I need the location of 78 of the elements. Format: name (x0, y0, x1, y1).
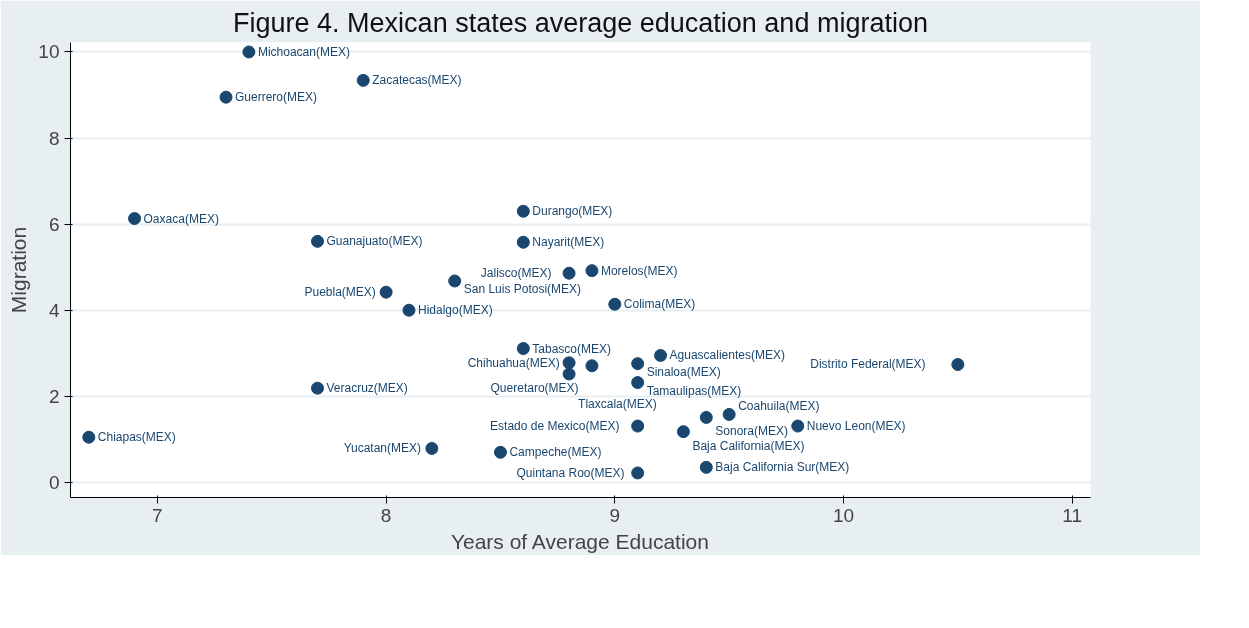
y-tick-label: 6 (48, 213, 60, 235)
point (631, 419, 645, 433)
point (951, 358, 965, 371)
annotation: Quintana Roo(MEX) (516, 465, 625, 480)
point (585, 359, 599, 373)
point (608, 297, 622, 311)
annotation: Nuevo Leon(MEX) (806, 419, 906, 434)
point (562, 356, 576, 370)
point (516, 235, 530, 249)
annotation: Aguascalientes(MEX) (669, 348, 785, 363)
point (722, 407, 736, 421)
point (425, 441, 439, 455)
annotation: Sinaloa(MEX) (646, 364, 721, 379)
annotation: Yucatan(MEX) (343, 441, 422, 456)
annotation: Sonora(MEX) (715, 424, 788, 439)
point (676, 425, 690, 439)
point (311, 234, 324, 248)
annotation: Guanajuato(MEX) (326, 234, 423, 249)
y-axis-title: Migration (7, 226, 31, 314)
y-tick-label: 8 (48, 127, 60, 149)
annotation: Coahuila(MEX) (738, 399, 820, 414)
point (699, 410, 713, 424)
x-tick-label: 11 (1062, 504, 1083, 526)
annotation: Baja California(MEX) (692, 438, 805, 453)
point (448, 274, 462, 288)
x-tick-label: 9 (609, 504, 621, 526)
annotation: Baja California Sur(MEX) (715, 460, 850, 475)
point (562, 266, 576, 280)
annotation: Oaxaca(MEX) (143, 211, 219, 226)
point (219, 90, 233, 104)
point (516, 204, 530, 218)
annotation: Hidalgo(MEX) (417, 303, 493, 318)
point (631, 466, 645, 480)
annotation: Guerrero(MEX) (235, 90, 318, 105)
annotation: San Luis Potosi(MEX) (463, 281, 582, 296)
y-tick-label: 4 (48, 299, 60, 321)
y-tick-label: 0 (48, 471, 60, 493)
x-tick-label: 8 (380, 504, 392, 526)
annotation: Campeche(MEX) (509, 445, 602, 460)
point (585, 264, 599, 278)
annotation: Estado de Mexico(MEX) (490, 419, 620, 434)
annotation: Zacatecas(MEX) (372, 73, 462, 88)
annotation: Tabasco(MEX) (532, 341, 612, 356)
point (699, 460, 713, 474)
y-tick-label: 2 (48, 385, 60, 407)
y-tick-label: 10 (38, 41, 60, 63)
annotation: Michoacan(MEX) (257, 44, 350, 59)
point (82, 430, 96, 444)
annotation: Tlaxcala(MEX) (578, 396, 657, 411)
annotation: Distrito Federal(MEX) (810, 357, 926, 372)
x-tick-label: 7 (152, 504, 163, 526)
point (311, 381, 324, 395)
point (242, 45, 256, 59)
point (356, 73, 370, 87)
point (402, 303, 416, 317)
annotation: Durango(MEX) (532, 204, 613, 219)
point (654, 348, 668, 362)
annotation: Colima(MEX) (623, 297, 696, 312)
point (631, 357, 645, 371)
annotation: Chiapas(MEX) (97, 430, 176, 445)
annotation: Veracruz(MEX) (326, 381, 408, 396)
annotation: Morelos(MEX) (600, 263, 678, 278)
annotation: Jalisco(MEX) (480, 266, 552, 281)
x-axis-title: Years of Average Education (450, 529, 709, 553)
x-tick-label: 10 (832, 504, 855, 526)
annotation: Chihuahua(MEX) (467, 355, 560, 370)
point (379, 285, 393, 299)
annotation: Tamaulipas(MEX) (646, 383, 742, 398)
annotation: Puebla(MEX) (304, 285, 376, 300)
annotation: Queretaro(MEX) (490, 380, 579, 395)
point (128, 212, 142, 226)
chart-title: Figure 4. Mexican states average education and migration (233, 7, 928, 38)
point (493, 445, 507, 459)
point (631, 376, 645, 390)
point (516, 342, 530, 356)
point (791, 419, 805, 433)
point (562, 367, 576, 381)
annotation: Nayarit(MEX) (532, 235, 605, 250)
